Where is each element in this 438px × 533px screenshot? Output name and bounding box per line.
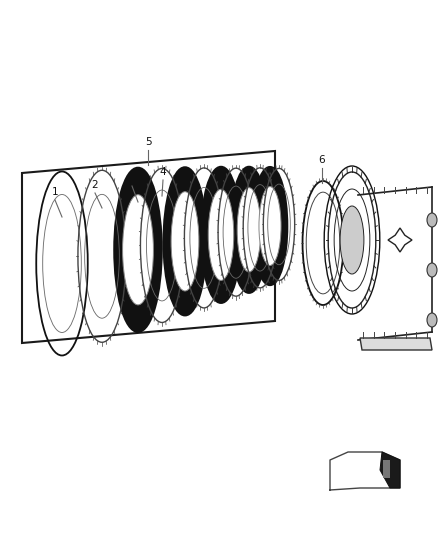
Text: 1: 1 (52, 187, 58, 197)
Ellipse shape (340, 206, 364, 274)
Polygon shape (380, 452, 400, 488)
Ellipse shape (165, 168, 205, 314)
Text: 6: 6 (319, 155, 325, 165)
Ellipse shape (427, 313, 437, 327)
Ellipse shape (254, 168, 286, 284)
Ellipse shape (171, 192, 199, 291)
Ellipse shape (259, 187, 281, 265)
Polygon shape (360, 338, 432, 350)
Text: 2: 2 (92, 180, 98, 190)
Ellipse shape (123, 195, 153, 305)
Ellipse shape (115, 169, 161, 331)
Text: 3: 3 (129, 173, 135, 183)
Ellipse shape (427, 263, 437, 277)
Polygon shape (388, 228, 412, 252)
Ellipse shape (208, 189, 234, 280)
Ellipse shape (202, 168, 240, 302)
Polygon shape (383, 460, 390, 478)
Polygon shape (22, 151, 275, 343)
Text: 4: 4 (160, 167, 166, 177)
Ellipse shape (232, 168, 266, 292)
Ellipse shape (237, 188, 261, 272)
Ellipse shape (427, 213, 437, 227)
Text: 5: 5 (145, 137, 151, 147)
